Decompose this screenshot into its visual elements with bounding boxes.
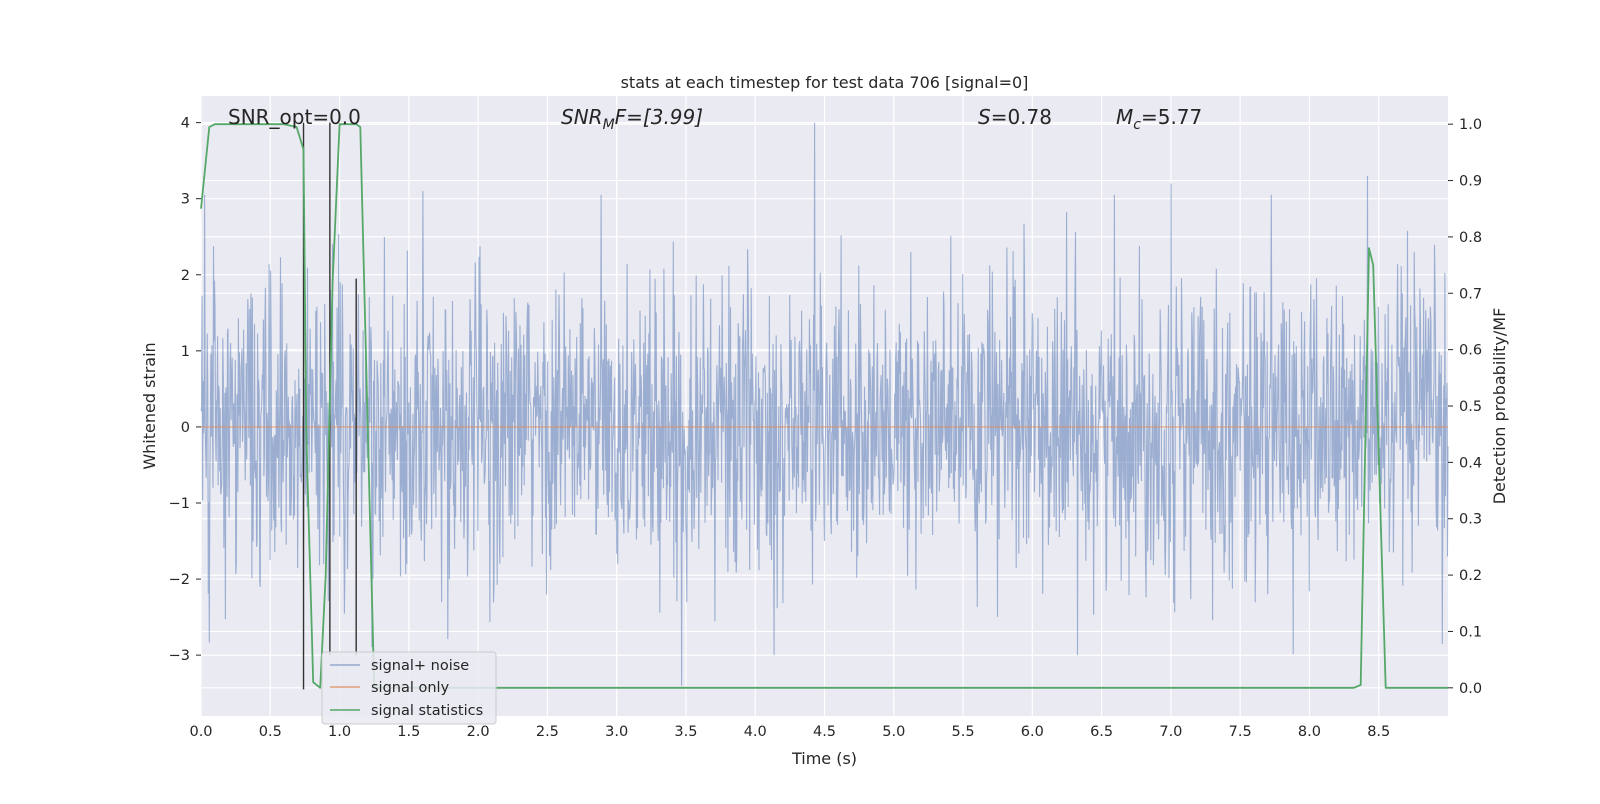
- y2-tick-label: 1.0: [1459, 117, 1482, 133]
- s-variable: S: [978, 105, 991, 129]
- y-axis-label: Whitened strain: [140, 342, 159, 469]
- x-tick-label: 6.5: [1090, 724, 1113, 740]
- x-tick-label: 0.5: [259, 724, 282, 740]
- legend-label-signal-statistics: signal statistics: [371, 703, 483, 719]
- y2-tick-label: 0.8: [1459, 230, 1482, 246]
- x-tick-label: 1.5: [397, 724, 420, 740]
- x-tick-label: 2.5: [536, 724, 559, 740]
- mc-annotation: Mc=5.77: [1116, 105, 1202, 133]
- x-tick-label: 3.0: [605, 724, 628, 740]
- y-tick-label: 4: [181, 116, 190, 132]
- x-axis-ticks: 0.0 0.5 1.0 1.5 2.0 2.5 3.0 3.5 4.0 4.5 5.0 5.5 6.0 6…: [189, 724, 1390, 740]
- x-tick-label: 4.5: [813, 724, 836, 740]
- snr-mf-rest: F=[3.99]: [615, 105, 703, 129]
- signal-statistics-line: [200, 123, 1448, 689]
- mc-subscript: c: [1133, 117, 1141, 133]
- x-axis-label: Time (s): [791, 749, 857, 768]
- y2-tick-label: 0.3: [1459, 512, 1482, 528]
- snr-mf-annotation: SNRMF=[3.99]: [561, 105, 703, 133]
- y-axis-ticks: 4 3 2 1 0 −1 −2 −3: [169, 116, 201, 664]
- snr-opt-annotation: SNR_opt=0.0: [228, 105, 361, 129]
- y-tick-label: −1: [169, 496, 190, 512]
- mc-base: M: [1116, 105, 1133, 129]
- y2-axis-label: Detection probability/MF: [1490, 308, 1509, 505]
- y2-tick-label: 0.5: [1459, 399, 1482, 415]
- y2-tick-label: 0.2: [1459, 568, 1482, 584]
- y-tick-label: −2: [169, 572, 190, 588]
- chart-title: stats at each timestep for test data 706…: [621, 73, 1029, 92]
- snr-mf-base: SNR: [561, 105, 603, 129]
- legend-label-signal-only: signal only: [371, 680, 450, 696]
- s-annotation: S=0.78: [978, 105, 1052, 129]
- y2-tick-label: 0.4: [1459, 455, 1482, 471]
- x-tick-label: 4.0: [744, 724, 767, 740]
- y2-tick-label: 0.9: [1459, 174, 1482, 190]
- signal-noise-series: [200, 122, 1449, 686]
- x-tick-label: 7.5: [1229, 724, 1252, 740]
- y2-tick-label: 0.7: [1459, 286, 1482, 302]
- y2-axis-ticks: 1.0 0.9 0.8 0.7 0.6 0.5 0.4 0.3 0.2 0.1 0.0: [1448, 117, 1482, 697]
- x-tick-label: 5.0: [882, 724, 905, 740]
- snr-mf-subscript: M: [603, 117, 615, 133]
- mc-value: =5.77: [1141, 105, 1202, 129]
- y2-tick-label: 0.1: [1459, 624, 1482, 640]
- y-tick-label: −3: [169, 648, 190, 664]
- y-tick-label: 2: [181, 268, 190, 284]
- s-value: =0.78: [991, 105, 1052, 129]
- x-tick-label: 5.5: [952, 724, 975, 740]
- y-tick-label: 1: [181, 344, 190, 360]
- x-tick-label: 7.0: [1159, 724, 1182, 740]
- x-tick-label: 8.5: [1367, 724, 1390, 740]
- y2-tick-label: 0.6: [1459, 343, 1482, 359]
- x-tick-label: 2.0: [467, 724, 490, 740]
- legend: signal+ noise signal only signal statist…: [321, 651, 497, 725]
- x-tick-label: 6.0: [1021, 724, 1044, 740]
- legend-label-signal-noise: signal+ noise: [371, 658, 469, 674]
- signal-noise-line: [200, 122, 1449, 686]
- y-tick-label: 3: [181, 192, 190, 208]
- x-tick-label: 8.0: [1298, 724, 1321, 740]
- y2-tick-label: 0.0: [1459, 681, 1482, 697]
- signal-statistics-series: [200, 123, 1448, 689]
- legend-box: [321, 651, 497, 725]
- x-tick-label: 3.5: [674, 724, 697, 740]
- x-tick-label: 1.0: [328, 724, 351, 740]
- y-tick-label: 0: [181, 420, 190, 436]
- x-tick-label: 0.0: [189, 724, 212, 740]
